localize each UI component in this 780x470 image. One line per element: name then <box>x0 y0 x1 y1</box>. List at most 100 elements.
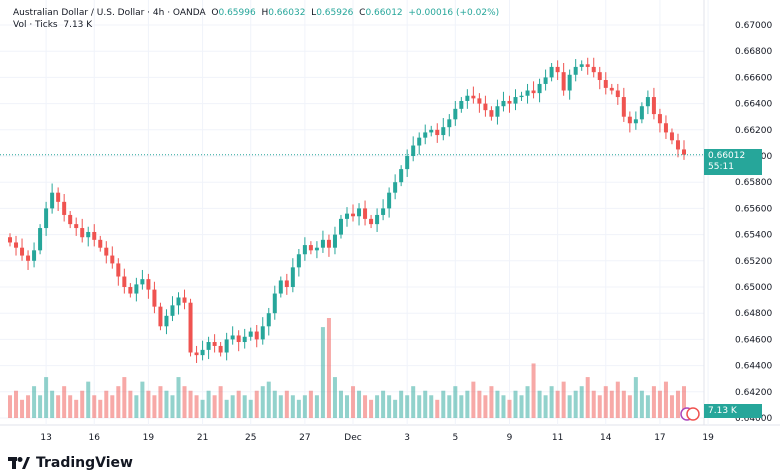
volume-bar <box>152 395 157 418</box>
volume-bar <box>483 395 488 418</box>
candle-body <box>657 114 662 124</box>
volume-bar <box>86 381 91 418</box>
volume-bar <box>302 395 307 418</box>
candle-body <box>465 95 470 101</box>
candle-body <box>381 208 386 215</box>
candle-body <box>242 336 247 343</box>
candle-body <box>573 66 578 75</box>
volume-bar <box>158 386 163 418</box>
x-tick-label: 14 <box>600 433 612 443</box>
candle-body <box>615 90 620 98</box>
volume-bar <box>531 363 536 418</box>
candle-body <box>8 237 12 243</box>
candle-body <box>447 119 452 128</box>
volume-bar <box>128 390 133 418</box>
candle-body <box>597 72 602 81</box>
volume-bar <box>381 390 386 418</box>
volume-bar <box>134 395 139 418</box>
volume-bar <box>110 395 115 418</box>
y-tick-label: 0.66200 <box>735 126 772 136</box>
candle-body <box>663 123 668 133</box>
candle-body <box>501 100 506 107</box>
x-tick-label: 9 <box>507 433 513 443</box>
volume-bar <box>429 395 434 418</box>
volume-bar <box>254 390 259 418</box>
candle-body <box>188 302 193 353</box>
volume-bar <box>266 381 271 418</box>
candle-body <box>308 245 313 251</box>
x-tick-label: 19 <box>143 433 155 443</box>
volume-bar <box>332 377 337 418</box>
candle-body <box>116 263 121 277</box>
candle-body <box>417 137 422 146</box>
volume-bar <box>585 377 590 418</box>
close-value: 0.66012 <box>365 8 403 18</box>
candle-body <box>495 106 500 117</box>
open-label: O <box>211 8 219 18</box>
y-tick-label: 0.67000 <box>735 21 772 31</box>
tradingview-logo[interactable]: TradingView <box>8 455 133 470</box>
candle-body <box>369 218 374 225</box>
candle-body <box>423 132 428 138</box>
high-value: 0.66032 <box>268 8 306 18</box>
volume-bar <box>639 390 644 418</box>
volume-bar <box>338 390 343 418</box>
volume-bar <box>675 390 680 418</box>
volume-bar <box>561 381 566 418</box>
candle-body <box>357 208 362 217</box>
candle-body <box>224 339 229 353</box>
x-tick-label: 19 <box>702 433 714 443</box>
volume-bar <box>164 390 169 418</box>
candle-body <box>44 208 49 229</box>
candle-body <box>50 192 55 209</box>
volume-bar <box>603 386 608 418</box>
y-tick-label: 0.66800 <box>735 47 772 57</box>
candle-body <box>561 72 566 91</box>
candle-body <box>525 90 530 96</box>
candle-body <box>531 90 536 94</box>
volume-bar <box>230 395 235 418</box>
symbol-header: Australian Dollar / U.S. Dollar · 4h · O… <box>13 8 499 18</box>
candle-body <box>645 97 650 107</box>
x-tick-label: Dec <box>344 433 361 443</box>
volume-bar <box>80 390 85 418</box>
volume-bar <box>345 395 349 418</box>
candle-body <box>537 83 542 94</box>
volume-bar <box>68 395 73 418</box>
x-tick-label: 25 <box>245 433 256 443</box>
volume-bar <box>194 395 199 418</box>
volume-bar <box>320 327 325 418</box>
high-label: H <box>261 8 269 18</box>
candle-body <box>375 214 380 225</box>
x-tick-label: 5 <box>452 433 458 443</box>
low-value: 0.65926 <box>316 8 354 18</box>
volume-bar <box>224 399 229 418</box>
y-tick-label: 0.66600 <box>735 73 772 83</box>
close-label: C <box>359 8 366 18</box>
volume-bar <box>375 395 380 418</box>
candle-body <box>314 247 319 251</box>
volume-bar <box>645 395 650 418</box>
volume-bar <box>8 395 12 418</box>
volume-bar <box>236 390 241 418</box>
candle-body <box>68 214 73 225</box>
candle-body <box>651 97 656 115</box>
volume-bar <box>212 395 217 418</box>
volume-bar <box>369 399 374 418</box>
y-tick-label: 0.65400 <box>735 231 772 241</box>
volume-bar <box>633 377 638 418</box>
us-flag-event-icon <box>686 407 700 421</box>
candle-body <box>236 335 241 343</box>
x-tick-label: 27 <box>299 433 310 443</box>
volume-bar <box>423 390 428 418</box>
candle-body <box>345 213 349 219</box>
candle-body <box>507 100 512 104</box>
volume-bar <box>393 399 398 418</box>
candle-body <box>80 228 85 238</box>
candle-body <box>14 242 19 248</box>
volume-bar <box>549 386 554 418</box>
candle-body <box>128 287 133 294</box>
volume-bar <box>351 386 356 418</box>
candle-body <box>56 192 61 202</box>
